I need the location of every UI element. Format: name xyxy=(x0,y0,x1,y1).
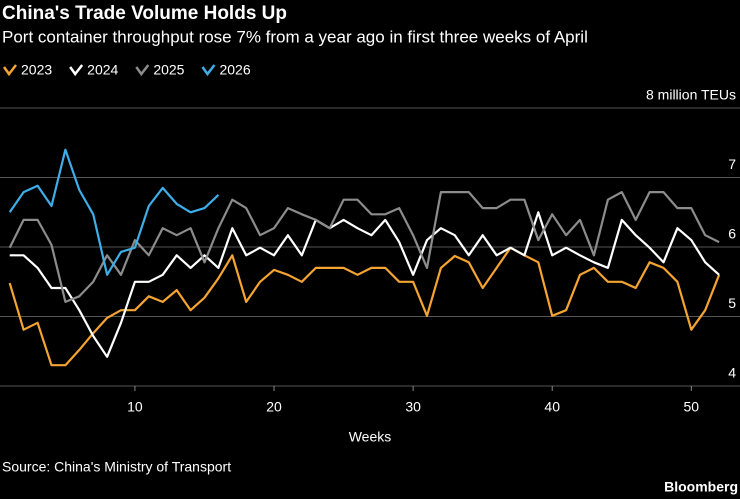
series-line xyxy=(9,211,720,358)
series-line xyxy=(8,148,220,276)
y-tick-label: 6 xyxy=(728,226,736,242)
legend-label: 2023 xyxy=(21,62,52,78)
source: Source: China's Ministry of Transport xyxy=(2,459,231,475)
y-tick-label: 5 xyxy=(728,295,736,311)
chart-subtitle: Port container throughput rose 7% from a… xyxy=(2,27,588,46)
chart-title: China's Trade Volume Holds Up xyxy=(2,3,287,24)
legend-label: 2024 xyxy=(87,62,118,78)
legend-label: 2025 xyxy=(153,62,184,78)
legend-label: 2026 xyxy=(219,62,250,78)
legend-marker xyxy=(135,64,150,77)
y-tick-label: 7 xyxy=(728,156,736,172)
x-tick-label: 30 xyxy=(405,399,421,415)
x-tick-label: 40 xyxy=(544,399,560,415)
legend-marker xyxy=(69,64,84,77)
x-tick-label: 50 xyxy=(684,399,700,415)
series-line xyxy=(8,246,721,367)
legend-marker xyxy=(201,64,216,77)
x-tick-label: 10 xyxy=(127,399,143,415)
y-tick-label: 8 million TEUs xyxy=(646,87,736,103)
y-tick-label: 4 xyxy=(728,365,736,381)
x-axis-label: Weeks xyxy=(349,429,392,445)
legend-marker xyxy=(2,64,17,77)
brand: Bloomberg xyxy=(664,479,738,495)
series-line xyxy=(8,191,720,303)
x-tick-label: 20 xyxy=(266,399,282,415)
